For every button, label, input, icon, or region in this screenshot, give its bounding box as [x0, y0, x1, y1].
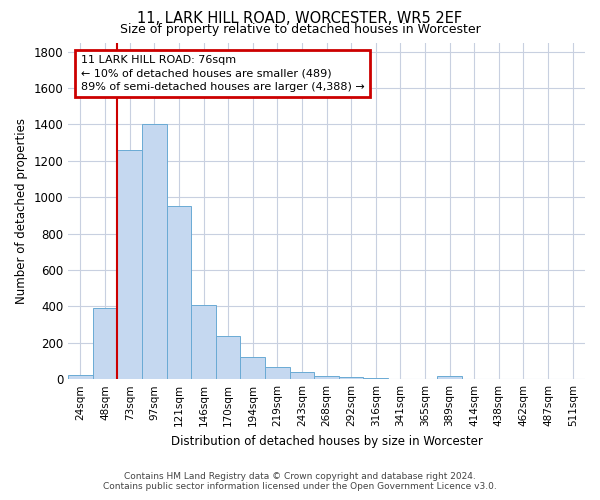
Text: 11 LARK HILL ROAD: 76sqm
← 10% of detached houses are smaller (489)
89% of semi-: 11 LARK HILL ROAD: 76sqm ← 10% of detach…: [81, 55, 365, 92]
X-axis label: Distribution of detached houses by size in Worcester: Distribution of detached houses by size …: [170, 434, 482, 448]
Bar: [93, 308, 118, 379]
Bar: [191, 304, 216, 379]
Bar: [364, 378, 388, 379]
Text: 11, LARK HILL ROAD, WORCESTER, WR5 2EF: 11, LARK HILL ROAD, WORCESTER, WR5 2EF: [137, 11, 463, 26]
Bar: [290, 372, 314, 379]
Bar: [241, 358, 265, 379]
Bar: [437, 376, 462, 379]
Y-axis label: Number of detached properties: Number of detached properties: [15, 118, 28, 304]
Bar: [216, 336, 241, 379]
Text: Size of property relative to detached houses in Worcester: Size of property relative to detached ho…: [119, 22, 481, 36]
Bar: [265, 368, 290, 379]
Text: Contains HM Land Registry data © Crown copyright and database right 2024.
Contai: Contains HM Land Registry data © Crown c…: [103, 472, 497, 491]
Bar: [314, 376, 339, 379]
Bar: [339, 378, 364, 379]
Bar: [167, 206, 191, 379]
Bar: [118, 150, 142, 379]
Bar: [68, 374, 93, 379]
Bar: [142, 124, 167, 379]
